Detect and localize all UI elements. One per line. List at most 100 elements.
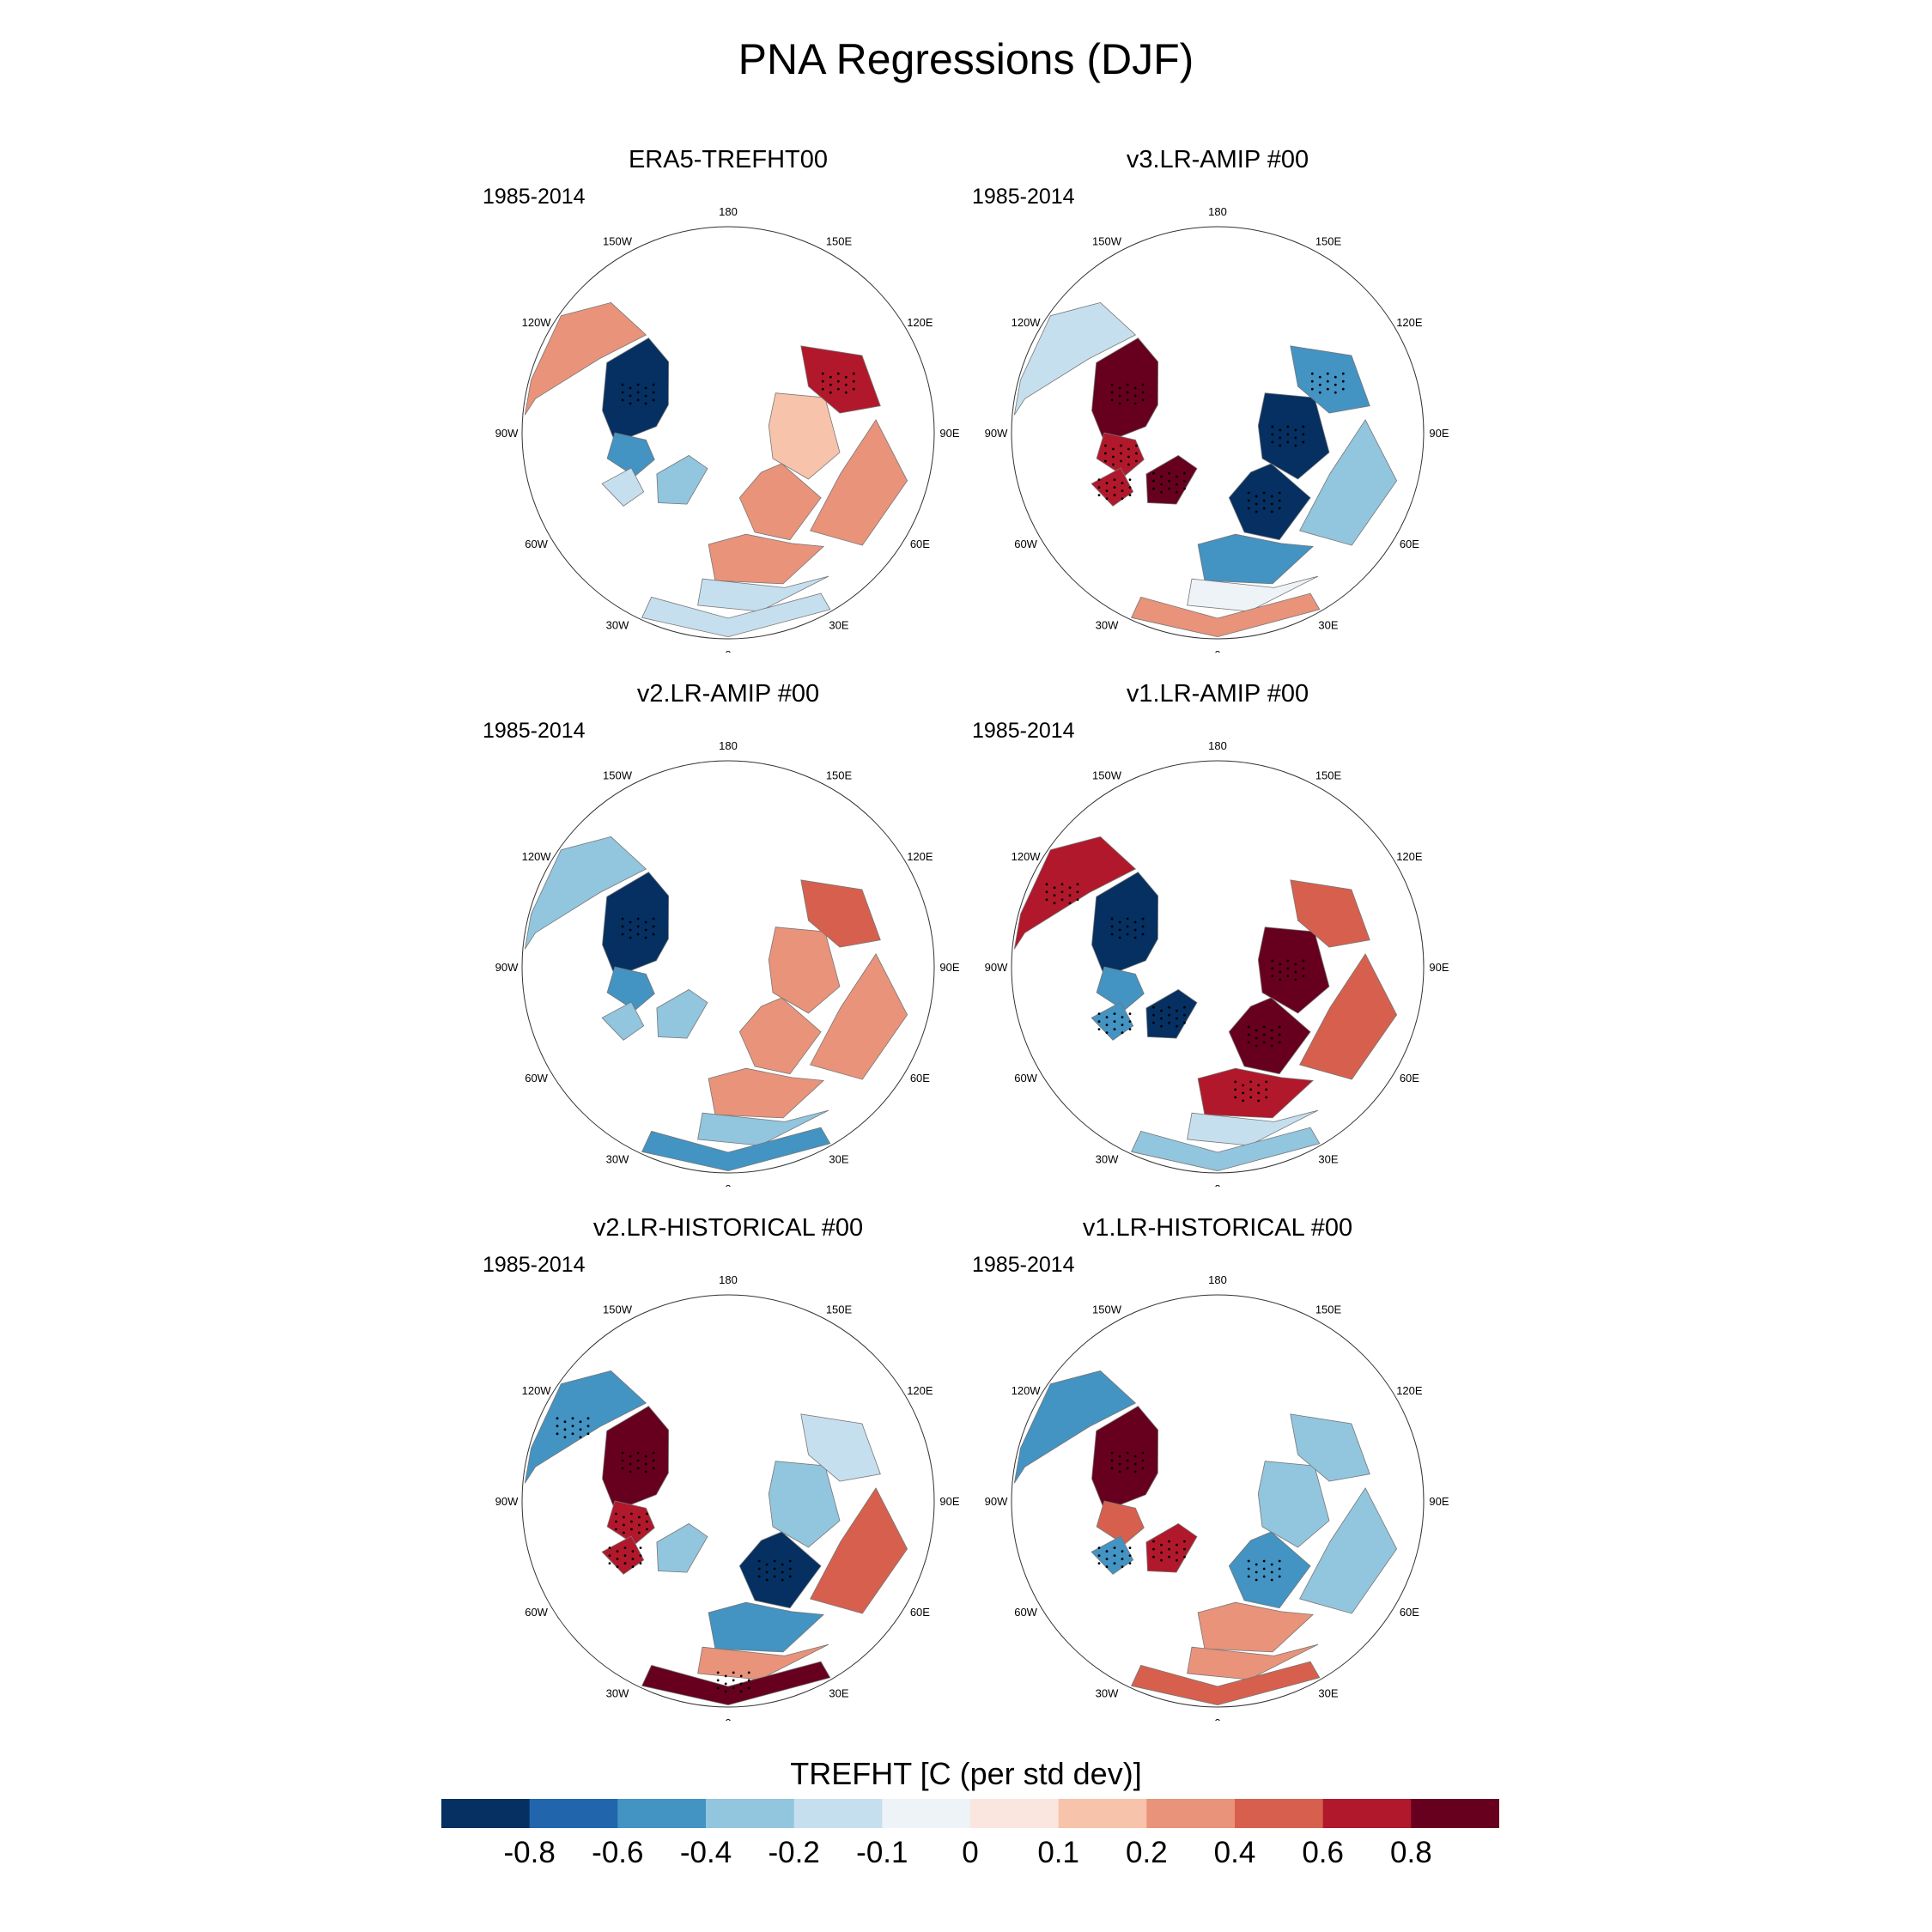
colorbar-tick-label: 0.1 — [1037, 1836, 1079, 1869]
longitude-label: 30E — [829, 1152, 848, 1165]
significance-dot — [1302, 425, 1305, 428]
region-mediterranean — [697, 1643, 829, 1680]
map-field — [1012, 761, 1424, 1173]
significance-dot — [1278, 1575, 1281, 1578]
region-labrador — [601, 1001, 645, 1041]
significance-dot — [1118, 920, 1121, 924]
significance-dot — [1234, 1080, 1237, 1084]
longitude-label: 180 — [1208, 1273, 1227, 1286]
significance-dot — [1176, 1543, 1178, 1546]
significance-dot — [1294, 436, 1297, 440]
significance-dot — [1128, 1012, 1132, 1015]
panel-period: 1985-2014 — [972, 185, 1075, 209]
significance-dot — [563, 1420, 567, 1424]
longitude-label: 60W — [525, 538, 548, 550]
region-east-siberia — [800, 345, 881, 414]
significance-dot — [788, 1575, 792, 1578]
significance-dot — [773, 1575, 776, 1578]
significance-dot — [1257, 1099, 1261, 1103]
significance-dot — [1249, 1096, 1253, 1099]
longitude-label: 60E — [910, 538, 930, 550]
significance-dot — [1110, 1459, 1114, 1462]
panel-period: 1985-2014 — [972, 1253, 1075, 1277]
panel-title: v1.LR-HISTORICAL #00 — [1082, 1214, 1353, 1242]
significance-dot — [1126, 383, 1129, 386]
significance-dot — [1271, 425, 1274, 428]
significance-dot — [1183, 471, 1186, 475]
significance-dot — [1183, 479, 1186, 483]
significance-dot — [1127, 455, 1130, 459]
significance-dot — [1141, 383, 1145, 386]
significance-dot — [1242, 1091, 1245, 1095]
colorbar-swatch — [793, 1799, 883, 1828]
significance-dot — [1135, 459, 1138, 463]
longitude-label: 30E — [1318, 618, 1338, 631]
significance-dot — [1183, 1021, 1186, 1024]
colorbar-tick-label: -0.8 — [503, 1836, 556, 1869]
significance-dot — [636, 1459, 640, 1462]
significance-dot — [1183, 1005, 1186, 1009]
significance-dot — [1112, 447, 1115, 451]
significance-dot — [829, 383, 832, 386]
significance-dot — [1105, 497, 1109, 500]
significance-dot — [1152, 471, 1155, 475]
region-hudson-bay — [1096, 966, 1145, 1012]
significance-dot — [638, 1531, 641, 1534]
significance-dot — [1183, 1540, 1186, 1543]
significance-dot — [1262, 491, 1266, 495]
significance-dot — [1133, 1470, 1137, 1473]
significance-dot — [1152, 1013, 1155, 1017]
significance-dot — [1105, 1550, 1109, 1552]
panel-period: 1985-2014 — [972, 719, 1075, 743]
significance-dot — [1045, 883, 1048, 886]
significance-dot — [1160, 475, 1163, 478]
map-field — [522, 227, 934, 639]
colorbar-tick-label: -0.4 — [679, 1836, 732, 1869]
significance-dot — [1341, 387, 1345, 391]
region-labrador — [601, 467, 645, 507]
longitude-label: 90E — [939, 427, 959, 440]
significance-dot — [1302, 967, 1305, 970]
significance-dot — [1097, 486, 1101, 489]
significance-dot — [1076, 898, 1079, 902]
region-north-america-west — [1013, 301, 1137, 416]
significance-dot — [1262, 499, 1266, 502]
map-field — [1012, 1295, 1424, 1707]
significance-dot — [1110, 933, 1114, 936]
significance-dot — [1097, 1020, 1101, 1023]
significance-dot — [1255, 1571, 1258, 1574]
colorbar-swatch — [1058, 1799, 1147, 1828]
significance-dot — [644, 1455, 647, 1458]
significance-dot — [1318, 375, 1321, 379]
significance-dot — [844, 383, 848, 386]
significance-dot — [636, 398, 640, 402]
significance-dot — [1286, 433, 1290, 436]
longitude-label: 150W — [1092, 1303, 1122, 1316]
significance-dot — [1135, 452, 1138, 455]
map-boundary — [1011, 1294, 1425, 1708]
significance-dot — [765, 1578, 769, 1582]
significance-dot — [644, 1470, 647, 1473]
significance-dot — [1060, 883, 1064, 886]
significance-dot — [1105, 482, 1109, 484]
longitude-label: 180 — [719, 1273, 738, 1286]
region-labrador — [1091, 1001, 1134, 1041]
significance-dot — [1160, 1543, 1163, 1546]
longitude-label: 30E — [1318, 1686, 1338, 1699]
significance-dot — [1068, 902, 1072, 905]
significance-dot — [1294, 444, 1297, 447]
significance-dot — [1126, 933, 1129, 936]
significance-dot — [1168, 471, 1170, 475]
significance-dot — [1247, 491, 1250, 495]
significance-dot — [1302, 440, 1305, 444]
longitude-label: 180 — [719, 205, 738, 218]
colorbar-swatch — [617, 1799, 707, 1828]
significance-dot — [621, 933, 624, 936]
significance-dot — [781, 1571, 784, 1574]
significance-dot — [1168, 479, 1170, 483]
significance-dot — [1053, 894, 1056, 897]
significance-dot — [1247, 1025, 1250, 1029]
region-central-asia — [810, 419, 908, 546]
longitude-label: 90W — [985, 961, 1008, 974]
significance-dot — [1121, 489, 1124, 492]
